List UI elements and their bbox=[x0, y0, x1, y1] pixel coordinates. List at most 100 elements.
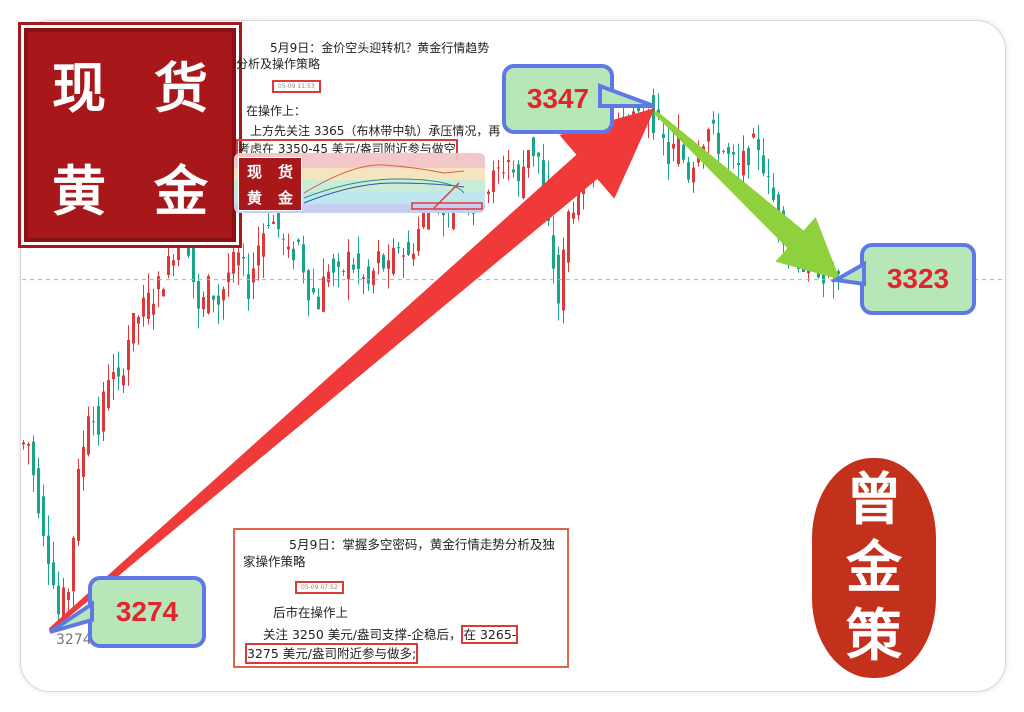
candle-body bbox=[562, 249, 565, 311]
candle-body bbox=[122, 375, 125, 386]
candle-body bbox=[377, 251, 380, 264]
seal-char: 曾 bbox=[846, 467, 902, 533]
candle-body bbox=[157, 276, 160, 290]
candle-body bbox=[27, 443, 30, 446]
candle-body bbox=[712, 119, 715, 124]
candle-body bbox=[322, 276, 325, 312]
candle-body bbox=[47, 535, 50, 565]
bottom-note: 5月9日：掌握多空密码，黄金行情走势分析及独家操作策略 05-09 07:52 … bbox=[233, 528, 569, 668]
candle-body bbox=[357, 253, 360, 270]
logo-char: 货 bbox=[277, 162, 293, 181]
bottom-note-heading: 后市在操作上 bbox=[273, 605, 349, 620]
candle-body bbox=[667, 142, 670, 164]
candle-body bbox=[67, 591, 70, 601]
candle-body bbox=[422, 210, 425, 228]
logo-char: 金 bbox=[154, 159, 208, 223]
candle-body bbox=[347, 251, 350, 280]
candle-body bbox=[692, 167, 695, 183]
candle-body bbox=[332, 258, 335, 273]
candle-body bbox=[427, 201, 430, 230]
candle-body bbox=[247, 274, 250, 299]
candle-body bbox=[272, 221, 275, 224]
candle-body bbox=[772, 187, 775, 200]
top-note-heading: 在操作上： bbox=[246, 104, 307, 118]
candle-body bbox=[207, 275, 210, 314]
candle-body bbox=[747, 147, 750, 166]
mini-chart-thumbnail: 现 货 黄 金 bbox=[234, 153, 485, 213]
candle-body bbox=[722, 151, 725, 153]
logo-char: 货 bbox=[154, 56, 208, 120]
bottom-note-highlight-a: 在 3265- bbox=[461, 625, 519, 644]
candle-body bbox=[257, 245, 260, 266]
candle-body bbox=[637, 105, 640, 112]
candle-body bbox=[212, 295, 215, 300]
candle-body bbox=[287, 246, 290, 250]
bottom-note-highlight-b: 3275 美元/盎司附近参与做多; bbox=[245, 643, 419, 664]
candle-body bbox=[382, 255, 385, 269]
candle-body bbox=[352, 264, 355, 270]
seal-char: 策 bbox=[846, 603, 902, 669]
author-seal: 曾 金 策 bbox=[812, 458, 936, 678]
logo-char: 现 bbox=[246, 162, 262, 181]
candle-body bbox=[112, 372, 115, 380]
candle-body bbox=[717, 132, 720, 154]
candle-body bbox=[52, 562, 55, 586]
candle-body bbox=[677, 135, 680, 165]
candle-body bbox=[82, 446, 85, 477]
candle-body bbox=[92, 421, 95, 423]
logo-char: 金 bbox=[277, 188, 293, 207]
candle-body bbox=[452, 199, 455, 230]
candle-body bbox=[252, 268, 255, 283]
logo-char: 黄 bbox=[52, 159, 106, 223]
candle-body bbox=[297, 239, 300, 242]
candle-body bbox=[72, 537, 75, 592]
candle-body bbox=[767, 176, 770, 178]
candle-body bbox=[42, 496, 45, 537]
candle-body bbox=[387, 260, 390, 269]
candle-body bbox=[132, 313, 135, 344]
candle-body bbox=[527, 149, 530, 169]
candle-body bbox=[697, 155, 700, 163]
candle-body bbox=[487, 191, 490, 195]
candle-body bbox=[267, 225, 270, 227]
candle-body bbox=[87, 416, 90, 455]
candle-body bbox=[222, 289, 225, 301]
top-note-line1: 上方先关注 3365（布林带中轨）承压情况，再 bbox=[250, 124, 501, 138]
candle-body bbox=[567, 211, 570, 263]
logo-char: 黄 bbox=[246, 188, 262, 207]
candle-body bbox=[117, 367, 120, 377]
bottom-note-stamp: 05-09 07:52 bbox=[295, 581, 344, 594]
top-note: 5月9日：金价空头迎转机？黄金行情趋势分析及操作策略 05-09 11:53 在… bbox=[236, 40, 501, 159]
candle-body bbox=[572, 212, 575, 219]
candle-body bbox=[192, 244, 195, 283]
candle-body bbox=[227, 272, 230, 283]
candle-body bbox=[317, 296, 320, 310]
candle-body bbox=[517, 164, 520, 182]
red-up-arrow bbox=[48, 108, 656, 632]
candle-body bbox=[37, 468, 40, 514]
candle-body bbox=[172, 260, 175, 266]
candle-body bbox=[137, 317, 140, 324]
candle-body bbox=[407, 242, 410, 255]
candle-body bbox=[417, 228, 420, 252]
mini-logo: 现 货 黄 金 bbox=[238, 157, 302, 211]
candle-body bbox=[762, 155, 765, 174]
candle-body bbox=[537, 152, 540, 157]
candle-body bbox=[362, 277, 365, 279]
candle-body bbox=[327, 271, 330, 283]
candle-body bbox=[672, 143, 675, 149]
candle-body bbox=[397, 247, 400, 249]
candle-body bbox=[492, 170, 495, 193]
candle-body bbox=[532, 137, 535, 157]
candle-body bbox=[312, 288, 315, 293]
candle-body bbox=[162, 289, 165, 297]
candle-body bbox=[187, 233, 190, 256]
top-note-stamp: 05-09 11:53 bbox=[272, 80, 321, 93]
candle-body bbox=[22, 442, 25, 445]
top-note-title: 5月9日：金价空头迎转机？黄金行情趋势分析及操作策略 bbox=[236, 41, 490, 71]
candle-body bbox=[522, 166, 525, 199]
candle-body bbox=[232, 251, 235, 274]
candle-body bbox=[512, 169, 515, 173]
mini-chart-lines bbox=[303, 164, 483, 210]
